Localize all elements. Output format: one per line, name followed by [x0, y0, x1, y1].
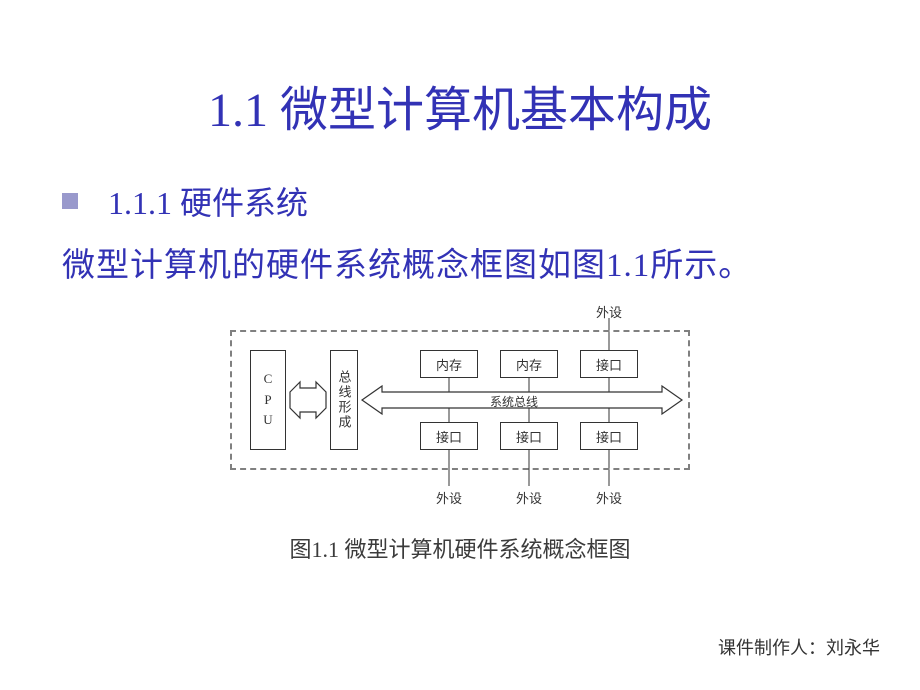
peripheral-b1: 外设 [516, 488, 542, 507]
bottom-box-1: 接口 [500, 422, 558, 450]
bottom-box-2-label: 接口 [596, 427, 622, 446]
bottom-box-1-label: 接口 [516, 427, 542, 446]
bottom-box-2: 接口 [580, 422, 638, 450]
figure-caption: 图1.1 微型计算机硬件系统概念框图 [0, 532, 920, 564]
section-subtitle: 1.1.1 硬件系统 [108, 178, 308, 224]
hardware-diagram: C P U 总线形成 内存 内存 接口 接口 接口 接口 系统总线 外设 外设 … [210, 300, 710, 512]
top-box-2: 接口 [580, 350, 638, 378]
peripheral-b0: 外设 [436, 488, 462, 507]
bullet-icon [62, 193, 78, 209]
peripheral-top: 外设 [596, 302, 622, 321]
bottom-box-0: 接口 [420, 422, 478, 450]
cpu-box: C P U [250, 350, 286, 450]
top-box-1-label: 内存 [516, 355, 542, 374]
top-box-1: 内存 [500, 350, 558, 378]
system-bus-label: 系统总线 [490, 393, 538, 410]
bullet-row: 1.1.1 硬件系统 [62, 178, 920, 224]
bottom-box-0-label: 接口 [436, 427, 462, 446]
top-box-2-label: 接口 [596, 355, 622, 374]
page-title: 1.1 微型计算机基本构成 [0, 0, 920, 140]
top-box-0: 内存 [420, 350, 478, 378]
peripheral-b2: 外设 [596, 488, 622, 507]
bus-form-label: 总线形成 [335, 370, 354, 430]
top-box-0-label: 内存 [436, 355, 462, 374]
cpu-label: C P U [263, 369, 272, 431]
footer-credit: 课件制作人：刘永华 [718, 634, 880, 660]
bus-form-box: 总线形成 [330, 350, 358, 450]
body-text: 微型计算机的硬件系统概念框图如图1.1所示。 [62, 238, 920, 286]
